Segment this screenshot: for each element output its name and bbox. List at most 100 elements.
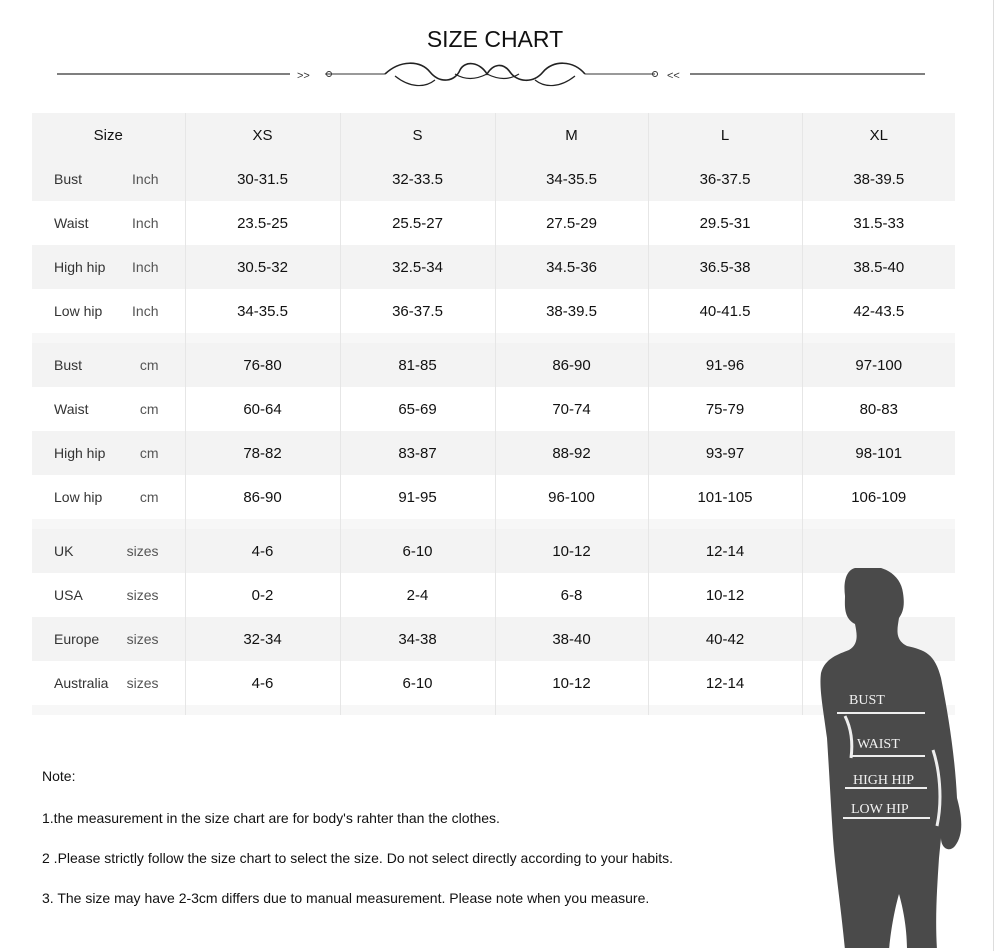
row-label: Low hip — [54, 489, 103, 505]
left-arrows: >> — [297, 70, 310, 82]
value-cell: 70-74 — [495, 387, 649, 431]
spacer-cell — [495, 333, 649, 343]
row-unit: sizes — [126, 587, 159, 603]
value-cell: 30-31.5 — [185, 157, 341, 201]
spacer-cell — [340, 333, 496, 343]
table-row: High hip Inch 30.5-32 32.5-34 34.5-36 36.5-38… — [32, 245, 955, 289]
value-cell: 29.5-31 — [648, 201, 803, 245]
value-cell: 88-92 — [495, 431, 649, 475]
spacer-cell — [340, 705, 496, 715]
row-label: Waist — [54, 401, 89, 417]
row-label: Australia — [54, 675, 109, 691]
value-cell: 65-69 — [340, 387, 496, 431]
note-item: 1.the measurement in the size chart are … — [42, 810, 500, 826]
figure-label-low-hip: LOW HIP — [851, 802, 909, 817]
row-label-cell: Europe sizes — [32, 617, 186, 661]
value-cell: 27.5-29 — [495, 201, 649, 245]
value-cell: 101-105 — [648, 475, 803, 519]
table-row: High hip cm 78-82 83-87 88-92 93-97 98-101 — [32, 431, 955, 475]
table-row: USA sizes 0-2 2-4 6-8 10-12 — [32, 573, 955, 617]
value-cell: 12-14 — [648, 661, 803, 705]
value-cell: 75-79 — [648, 387, 803, 431]
spacer-cell — [185, 705, 341, 715]
value-cell: 2-4 — [340, 573, 496, 617]
row-label-cell: Low hip cm — [32, 475, 186, 519]
row-label: Bust — [54, 357, 83, 373]
row-unit: Inch — [132, 215, 159, 231]
value-cell: 78-82 — [185, 431, 341, 475]
value-cell: 36.5-38 — [648, 245, 803, 289]
value-cell: 76-80 — [185, 343, 341, 387]
table-row: Bust Inch 30-31.5 32-33.5 34-35.5 36-37.5 38-3… — [32, 157, 955, 201]
table-row: Europe sizes 32-34 34-38 38-40 40-42 — [32, 617, 955, 661]
figure-label-high-hip: HIGH HIP — [853, 773, 914, 788]
value-cell: 38-39.5 — [802, 157, 955, 201]
value-cell: 10-12 — [495, 661, 649, 705]
row-unit: Inch — [132, 171, 159, 187]
note-item: 3. The size may have 2-3cm differs due t… — [42, 890, 650, 906]
value-cell: 60-64 — [185, 387, 341, 431]
value-cell: 91-96 — [648, 343, 803, 387]
row-label-cell: Low hip Inch — [32, 289, 186, 333]
row-label: UK — [54, 543, 74, 559]
spacer-cell — [648, 705, 803, 715]
value-cell: 34-35.5 — [185, 289, 341, 333]
value-cell: 25.5-27 — [340, 201, 496, 245]
value-cell: 97-100 — [802, 343, 955, 387]
value-cell: 10-12 — [495, 529, 649, 573]
row-label: Bust — [54, 171, 83, 187]
value-cell: 34-38 — [340, 617, 496, 661]
spacer-cell — [32, 333, 186, 343]
ornament-divider: >> << — [57, 62, 925, 87]
table-row: Low hip cm 86-90 91-95 96-100 101-105 106-109 — [32, 475, 955, 519]
value-cell — [802, 529, 955, 573]
value-cell: 86-90 — [495, 343, 649, 387]
body-silhouette: BUST WAIST HIGH HIP LOW HIP — [820, 568, 962, 948]
spacer-cell — [185, 519, 341, 529]
table-row: Low hip Inch 34-35.5 36-37.5 38-39.5 40-41.5 4… — [32, 289, 955, 333]
header-cell: XL — [802, 113, 955, 157]
row-label: Europe — [54, 631, 100, 647]
row-unit: Inch — [132, 303, 159, 319]
value-cell: 36-37.5 — [340, 289, 496, 333]
header-cell: M — [495, 113, 649, 157]
value-cell: 34-35.5 — [495, 157, 649, 201]
value-cell: 40-42 — [648, 617, 803, 661]
row-label-cell: UK sizes — [32, 529, 186, 573]
spacer-cell — [802, 519, 955, 529]
table-row: Waist Inch 23.5-25 25.5-27 27.5-29 29.5-31 31.… — [32, 201, 955, 245]
value-cell: 32-33.5 — [340, 157, 496, 201]
header-cell: L — [648, 113, 803, 157]
spacer-cell — [802, 333, 955, 343]
value-cell: 12-14 — [648, 529, 803, 573]
value-cell: 38-40 — [495, 617, 649, 661]
note-item: 2 .Please strictly follow the size chart… — [42, 850, 674, 866]
value-cell: 91-95 — [340, 475, 496, 519]
row-label-cell: Bust cm — [32, 343, 186, 387]
row-label-cell: Waist Inch — [32, 201, 186, 245]
table-row: UK sizes 4-6 6-10 10-12 12-14 — [32, 529, 955, 573]
value-cell: 38.5-40 — [802, 245, 955, 289]
spacer-cell — [185, 333, 341, 343]
spacer-cell — [495, 705, 649, 715]
value-cell: 38-39.5 — [495, 289, 649, 333]
table-header: Size XS S M L XL — [32, 113, 955, 157]
row-unit: Inch — [132, 259, 159, 275]
value-cell: 32-34 — [185, 617, 341, 661]
row-label: High hip — [54, 259, 106, 275]
row-label: Waist — [54, 215, 89, 231]
row-unit: sizes — [126, 543, 159, 559]
value-cell: 4-6 — [185, 661, 341, 705]
value-cell: 30.5-32 — [185, 245, 341, 289]
right-arrows: << — [667, 70, 680, 82]
spacer-cell — [648, 333, 803, 343]
value-cell: 93-97 — [648, 431, 803, 475]
header-cell: S — [340, 113, 496, 157]
value-cell: 6-8 — [495, 573, 649, 617]
value-cell: 36-37.5 — [648, 157, 803, 201]
row-label-cell: USA sizes — [32, 573, 186, 617]
row-unit: cm — [139, 401, 159, 417]
header-cell: Size — [32, 113, 186, 157]
notes-heading: Note: — [42, 768, 76, 784]
row-unit: cm — [139, 489, 159, 505]
